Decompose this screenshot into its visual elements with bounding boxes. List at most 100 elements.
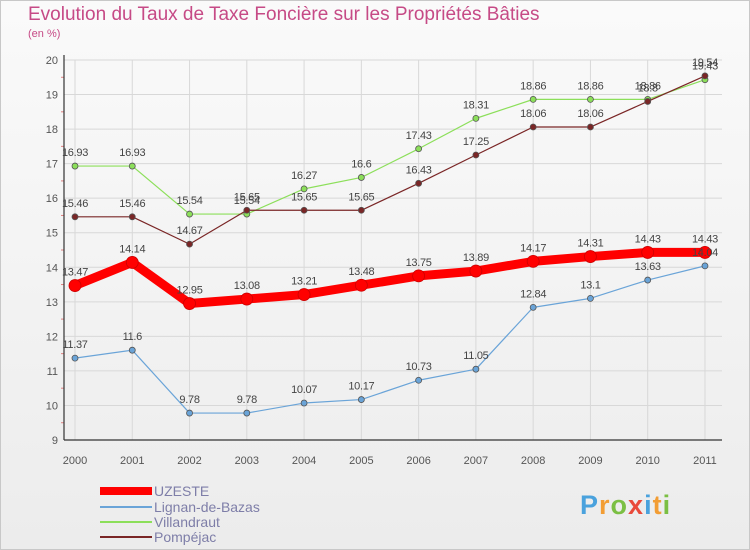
data-point — [186, 240, 193, 248]
data-point — [529, 95, 537, 103]
data-point — [297, 288, 311, 301]
y-tick-label: 20 — [46, 55, 58, 67]
data-point — [584, 250, 597, 263]
data-label: 18.86 — [520, 80, 546, 92]
logo-letter: i — [644, 490, 653, 520]
data-label: 12.95 — [177, 285, 203, 297]
data-point — [701, 72, 709, 80]
data-label: 14.43 — [635, 233, 661, 245]
data-point — [186, 409, 193, 417]
data-label: 13.21 — [291, 276, 317, 288]
data-label: 18.06 — [520, 108, 546, 120]
series-0 — [68, 246, 712, 310]
data-label: 15.46 — [62, 198, 88, 210]
data-label: 15.54 — [234, 195, 260, 207]
data-point — [472, 365, 480, 373]
data-label: 18.86 — [635, 80, 661, 92]
x-tick-label: 2010 — [635, 455, 659, 467]
data-label: 16.6 — [351, 158, 371, 170]
data-point — [243, 206, 251, 214]
data-point — [587, 123, 594, 131]
data-label: 13.08 — [234, 280, 260, 292]
legend-swatch — [100, 536, 152, 538]
logo-letter: o — [610, 490, 629, 520]
legend-swatch — [100, 521, 152, 523]
y-tick-label: 18 — [46, 124, 58, 136]
logo-letter: i — [662, 490, 672, 520]
legend-label: Lignan-de-Bazas — [154, 499, 260, 515]
chart-unit: (en %) — [28, 28, 61, 40]
data-point — [300, 399, 308, 407]
data-point — [415, 145, 423, 153]
y-tick-label: 19 — [46, 90, 58, 102]
y-tick-label: 14 — [46, 262, 58, 274]
data-point — [701, 262, 709, 270]
x-tick-label: 2008 — [521, 455, 545, 467]
data-label: 16.43 — [406, 164, 432, 176]
data-label: 15.54 — [177, 195, 203, 207]
data-point — [71, 162, 79, 170]
data-label: 10.07 — [291, 384, 317, 396]
data-label: 16.93 — [119, 147, 145, 159]
legend-item-lignan-de-bazas: Lignan-de-Bazas — [100, 499, 260, 515]
y-tick-label: 11 — [47, 366, 58, 378]
y-tick-label: 10 — [46, 400, 58, 412]
data-point — [128, 162, 136, 170]
data-point — [698, 246, 712, 259]
series-line — [73, 247, 705, 309]
data-label: 9.78 — [237, 394, 257, 406]
data-point — [529, 303, 537, 311]
data-label: 14.17 — [520, 242, 546, 254]
chart-title: Evolution du Taux de Taxe Foncière sur l… — [28, 4, 540, 25]
legend-item-villandraut: Villandraut — [100, 514, 220, 530]
y-tick-label: 17 — [46, 159, 58, 171]
data-point — [415, 376, 423, 384]
series-line — [75, 75, 706, 245]
data-point — [526, 254, 540, 268]
proxiti-logo: Proxiti — [580, 490, 671, 521]
data-label: 18.86 — [577, 80, 603, 92]
logo-letter: x — [628, 490, 645, 520]
legend-item-pompejac: Pompéjac — [100, 529, 216, 545]
data-labels: 16.93 16.93 15.54 15.54 16.27 16.6 17.43 18.31 1… — [62, 57, 718, 406]
data-label: 11.05 — [463, 350, 488, 362]
x-tick-label: 2007 — [464, 455, 488, 467]
logo-letter: P — [580, 490, 600, 520]
legend-item-uzeste: UZESTE — [100, 483, 210, 499]
data-label: 14.14 — [119, 243, 145, 255]
x-tick-label: 2003 — [235, 455, 259, 467]
data-label: 18.31 — [463, 99, 489, 111]
data-label: 14.04 — [692, 247, 718, 259]
data-label: 17.43 — [406, 130, 432, 142]
x-tick-label: 2009 — [578, 455, 602, 467]
series-line — [74, 265, 706, 414]
x-tick-label: 2011 — [693, 455, 717, 467]
data-point — [587, 294, 594, 302]
data-label: 13.75 — [406, 257, 432, 269]
data-point — [472, 151, 480, 159]
series-line — [75, 79, 706, 215]
series-2 — [71, 76, 709, 218]
data-label: 15.65 — [348, 191, 374, 203]
data-label: 13.48 — [348, 266, 374, 278]
x-tick-label: 2006 — [406, 455, 430, 467]
y-tick-label: 12 — [46, 331, 58, 343]
x-tick-label: 2004 — [292, 455, 316, 467]
legend-label: UZESTE — [154, 483, 210, 499]
data-label: 18.06 — [577, 108, 603, 120]
data-label: 15.46 — [119, 198, 145, 210]
legend-label: Villandraut — [154, 514, 220, 530]
data-point — [644, 98, 652, 105]
data-label: 13.47 — [62, 267, 88, 279]
data-point — [240, 292, 254, 306]
x-tick-label: 2000 — [63, 455, 87, 467]
data-label: 9.78 — [179, 394, 199, 406]
data-label: 18.8 — [638, 82, 658, 94]
series-1 — [71, 262, 709, 417]
data-point — [128, 346, 136, 354]
y-tick-label: 13 — [46, 297, 58, 309]
data-point — [357, 396, 365, 403]
data-point — [357, 206, 365, 214]
